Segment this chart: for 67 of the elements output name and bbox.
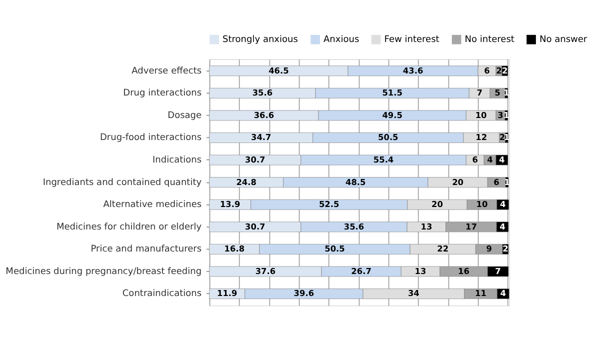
data-label: 30.7 (245, 221, 266, 232)
data-label: 13.9 (220, 199, 241, 210)
data-label: 10 (476, 199, 488, 210)
data-label: 12 (476, 132, 488, 142)
data-label: 4 (500, 221, 506, 232)
data-label: 17 (465, 221, 478, 232)
data-label: 35.6 (252, 88, 273, 98)
data-label: 4 (487, 154, 494, 164)
data-label: 4 (499, 154, 506, 164)
data-label: 4 (500, 199, 506, 210)
data-label: 7 (476, 88, 483, 98)
legend-label: Few interest (384, 35, 440, 46)
data-label: 52.5 (318, 199, 340, 210)
data-label: 55.4 (373, 154, 394, 164)
legend-label: Strongly anxious (222, 35, 298, 46)
y-tick-label: Dosage (168, 110, 202, 121)
legend-label: No answer (539, 35, 588, 46)
data-label: 26.7 (351, 266, 372, 276)
data-label: 11 (475, 288, 487, 298)
data-label: 2 (499, 132, 506, 142)
y-tick-label: Drug-food interactions (100, 133, 202, 144)
data-label: 43.6 (402, 65, 424, 76)
y-tick-label: Medicines for children or elderly (56, 222, 202, 232)
data-label: 50.5 (378, 132, 399, 142)
data-label: 49.5 (382, 110, 403, 120)
data-label: 2 (496, 65, 502, 76)
y-tick-label: Adverse effects (132, 66, 202, 76)
y-tick-label: Drug interactions (123, 88, 202, 99)
data-label: 4 (500, 288, 506, 298)
data-label: 34.7 (250, 132, 272, 142)
data-label: 37.6 (255, 266, 276, 276)
data-label: 9 (486, 244, 492, 254)
data-label: 2 (502, 65, 508, 76)
data-label: 46.5 (268, 65, 290, 76)
data-label: 3 (498, 110, 504, 120)
data-label: 6 (494, 176, 500, 187)
data-label: 34 (408, 288, 420, 298)
data-label: 24.8 (236, 176, 257, 187)
y-tick-label: Medicines during pregnancy/breast feeding (6, 266, 202, 277)
y-tick-label: Indications (152, 155, 202, 166)
data-label: 5 (494, 88, 501, 98)
legend-label: Anxious (324, 35, 360, 46)
data-label: 11.9 (216, 288, 238, 298)
legend-label: No interest (464, 35, 515, 46)
data-label: 7 (495, 266, 502, 276)
data-label: 20 (452, 176, 464, 187)
data-label: 50.5 (324, 244, 346, 254)
data-label: 16 (458, 266, 470, 276)
data-label: 6 (484, 65, 490, 76)
data-label: 2 (502, 244, 508, 254)
y-tick-label: Contraindications (122, 289, 202, 300)
data-label: 22 (437, 244, 449, 254)
y-tick-label: Price and manufacturers (90, 244, 202, 255)
y-tick-label: Alternative medicines (103, 200, 202, 210)
data-label: 30.7 (245, 154, 266, 164)
y-tick-label: Ingrediants and contained quantity (42, 178, 202, 188)
data-label: 35.6 (344, 221, 364, 232)
data-label: 39.6 (294, 288, 314, 298)
data-label: 36.6 (254, 110, 274, 120)
data-label: 10 (475, 110, 488, 120)
data-label: 6 (472, 154, 478, 164)
data-label: 13 (414, 266, 426, 276)
data-label: 13 (420, 221, 432, 232)
data-label: 51.5 (382, 88, 403, 98)
data-label: 20 (431, 199, 444, 210)
data-label: 48.5 (346, 176, 366, 187)
data-label: 16.8 (224, 244, 245, 254)
